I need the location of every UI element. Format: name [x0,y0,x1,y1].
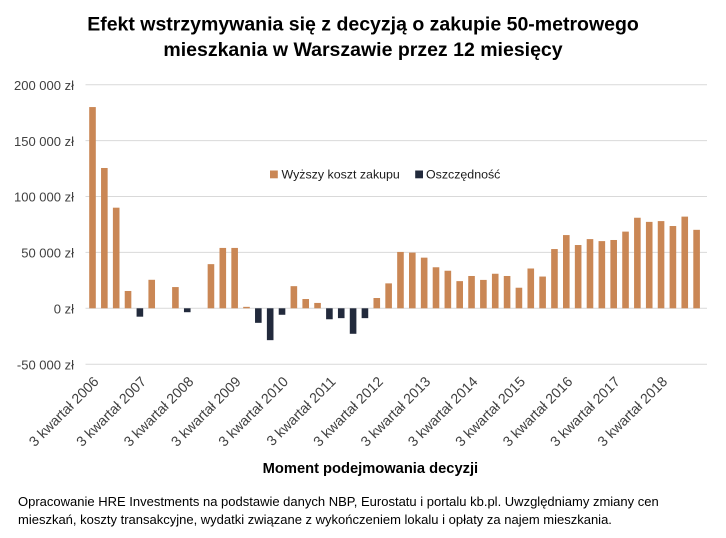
svg-text:Wyższy koszt zakupu: Wyższy koszt zakupu [282,168,400,182]
svg-text:-50 000 zł: -50 000 zł [17,357,74,372]
svg-text:Moment podejmowania decyzji: Moment podejmowania decyzji [263,461,478,477]
svg-text:Opracowanie HRE Investments na: Opracowanie HRE Investments na podstawie… [18,494,659,509]
svg-text:Oszczędność: Oszczędność [426,168,500,182]
svg-text:50 000 zł: 50 000 zł [21,246,74,261]
svg-text:Efekt wstrzymywania się z decy: Efekt wstrzymywania się z decyzją o zaku… [87,14,639,36]
svg-text:mieszkania w Warszawie przez 1: mieszkania w Warszawie przez 12 miesięcy [163,39,562,61]
svg-text:100 000 zł: 100 000 zł [14,190,74,205]
svg-text:0 zł: 0 zł [54,302,74,317]
svg-text:150 000 zł: 150 000 zł [14,134,74,149]
svg-text:mieszkań, koszty transakcyjne,: mieszkań, koszty transakcyjne, wydatki z… [18,512,612,527]
svg-text:200 000 zł: 200 000 zł [14,78,74,93]
